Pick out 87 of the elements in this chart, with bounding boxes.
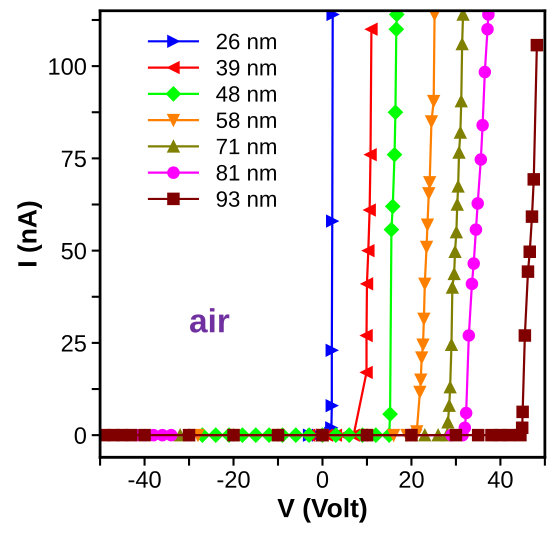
point (450, 428, 462, 442)
point (427, 94, 440, 108)
point (524, 245, 536, 258)
point (471, 197, 484, 210)
point (385, 198, 400, 214)
point (456, 10, 470, 21)
point (414, 386, 426, 398)
point (452, 146, 466, 159)
x-tick-label: -40 (128, 471, 161, 488)
point (425, 115, 438, 128)
point (418, 278, 432, 290)
point (382, 406, 398, 422)
point (455, 94, 468, 108)
legend-label: 81 nm (216, 164, 276, 181)
point (446, 281, 459, 294)
point (442, 416, 454, 428)
point (451, 198, 464, 211)
point (460, 406, 472, 420)
point (528, 173, 540, 186)
point (388, 22, 404, 37)
legend-label: 26 nm (216, 34, 276, 50)
y-axis-title: I (nA) (17, 202, 42, 266)
point (326, 214, 339, 228)
point (450, 226, 463, 238)
y-tick-label: 0 (74, 427, 86, 444)
point (423, 176, 436, 189)
point (420, 240, 433, 254)
point (443, 399, 456, 412)
y-tick-label: 25 (62, 334, 86, 352)
point (363, 204, 376, 216)
point (522, 265, 534, 278)
point (474, 153, 488, 166)
point (470, 223, 482, 236)
annotation: air (190, 308, 230, 333)
point (467, 257, 480, 270)
point (482, 10, 495, 21)
point (360, 366, 373, 379)
point (448, 268, 460, 280)
x-tick-label: 40 (488, 471, 513, 488)
point (421, 218, 434, 232)
point (444, 380, 456, 394)
point (462, 329, 476, 342)
legend-label: 58 nm (216, 112, 276, 128)
point (454, 126, 467, 139)
x-axis-title: V (Volt) (277, 498, 366, 523)
legend-label: 71 nm (216, 138, 276, 154)
point (518, 329, 532, 342)
point (326, 10, 339, 21)
y-tick-label: 50 (62, 242, 86, 260)
point (445, 338, 458, 351)
point (416, 338, 430, 351)
point (124, 428, 138, 442)
legend-label: 93 nm (216, 191, 276, 207)
point (458, 422, 472, 434)
y-tick-label: 100 (49, 58, 86, 75)
point (478, 66, 492, 78)
x-tick-label: 0 (316, 471, 328, 488)
point (456, 38, 468, 50)
point (452, 180, 464, 193)
legend-label: 48 nm (216, 86, 276, 102)
point (384, 222, 399, 238)
point (386, 147, 402, 162)
point (360, 278, 374, 290)
x-tick-label: 20 (400, 471, 424, 488)
point (418, 312, 430, 326)
point (388, 104, 403, 120)
point (326, 399, 338, 412)
point (448, 245, 462, 258)
point (466, 278, 478, 290)
point (415, 351, 428, 364)
point (362, 244, 375, 257)
point (516, 422, 528, 434)
point (530, 38, 544, 52)
point (365, 22, 378, 36)
y-tick-label: 75 (62, 150, 86, 168)
point (526, 210, 538, 223)
point (516, 406, 529, 418)
legend-label: 39 nm (216, 60, 276, 76)
x-tick-label: -20 (218, 471, 250, 488)
point (360, 329, 373, 342)
point (422, 187, 436, 200)
point (414, 374, 428, 386)
point (481, 22, 494, 36)
point (476, 118, 489, 132)
point (364, 148, 377, 161)
point (326, 344, 338, 357)
point (472, 428, 484, 442)
